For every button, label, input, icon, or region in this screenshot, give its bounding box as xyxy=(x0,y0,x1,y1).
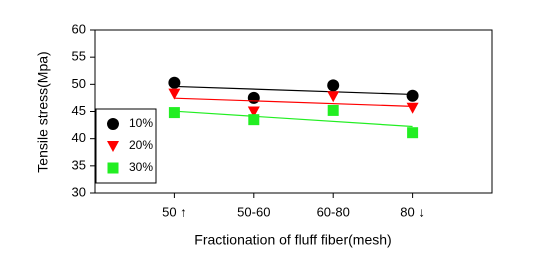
y-tick-label: 60 xyxy=(72,21,86,36)
point xyxy=(248,114,260,126)
legend-marker xyxy=(107,118,119,130)
x-tick-label: 50-60 xyxy=(237,204,270,219)
point xyxy=(168,76,181,89)
point xyxy=(327,91,340,103)
legend-marker xyxy=(107,141,119,152)
y-tick-label: 40 xyxy=(72,130,86,145)
y-tick-label: 45 xyxy=(72,103,86,118)
x-tick-label: 80 ↓ xyxy=(400,204,425,219)
y-tick-label: 55 xyxy=(72,49,86,64)
point xyxy=(168,107,180,119)
point xyxy=(247,91,260,104)
legend-label: 20% xyxy=(129,138,153,152)
point xyxy=(407,127,419,139)
legend-label: 10% xyxy=(129,116,153,130)
trend-line xyxy=(174,85,413,96)
trend-line xyxy=(174,97,413,107)
trend-line xyxy=(174,110,413,128)
x-tick-label: 60-80 xyxy=(317,204,350,219)
x-axis-label: Fractionation of fluff fiber(mesh) xyxy=(194,232,391,248)
point xyxy=(327,79,340,92)
legend-label: 30% xyxy=(129,160,153,174)
point xyxy=(168,88,181,100)
legend-marker xyxy=(107,162,119,174)
y-tick-label: 35 xyxy=(72,157,86,172)
y-tick-label: 50 xyxy=(72,76,86,91)
legend-box xyxy=(95,108,157,184)
y-tick-label: 30 xyxy=(72,184,86,199)
point xyxy=(327,104,339,116)
x-tick-label: 50 ↑ xyxy=(162,204,187,219)
point xyxy=(406,102,419,114)
point xyxy=(247,106,260,118)
point xyxy=(406,89,419,102)
y-axis-label: Tensile stress(Mpa) xyxy=(35,51,51,172)
